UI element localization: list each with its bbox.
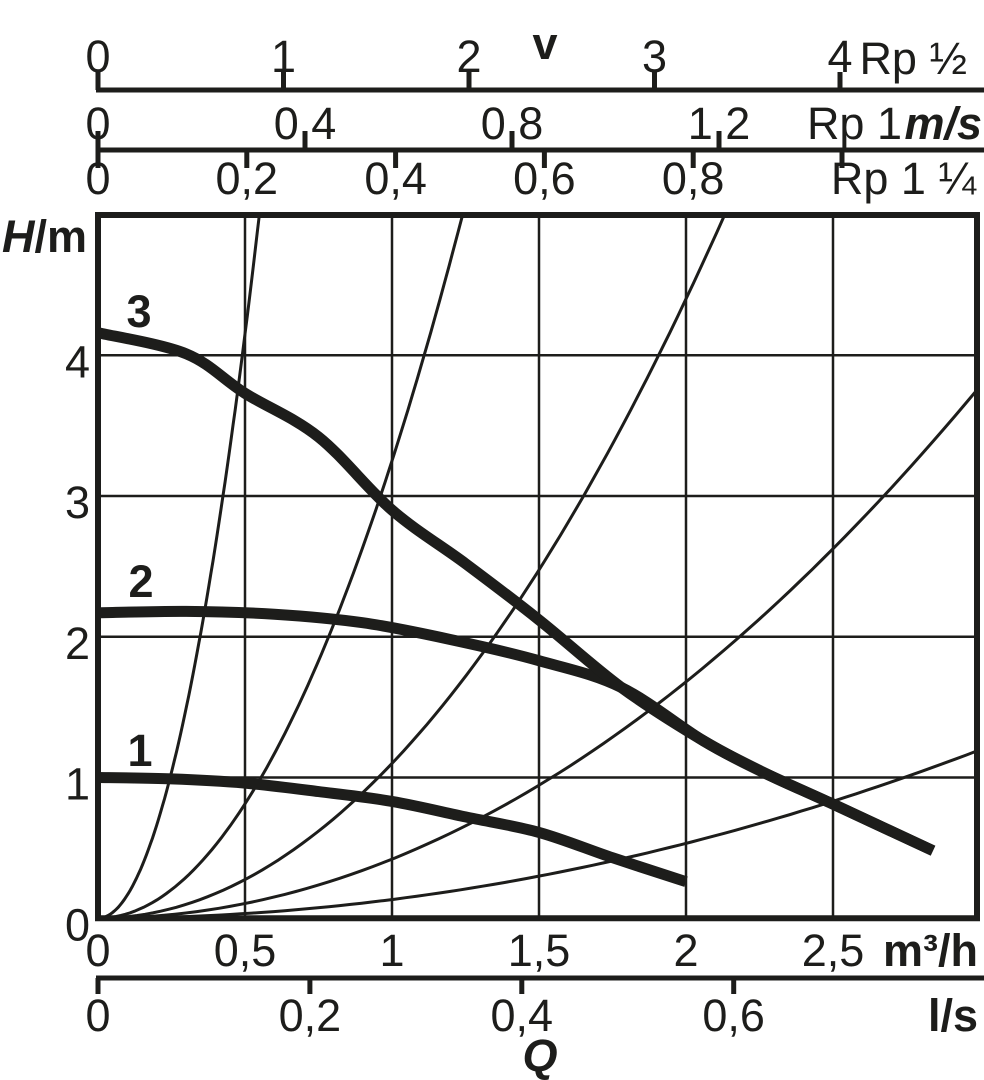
top-scale-tick-label: 0,6 [513,153,576,204]
ls-scale-ticks [95,978,737,994]
pump-curve-label-3: 3 [126,286,151,337]
pump-curve-labels: 1 2 3 [126,286,153,776]
rp-1-quarter-scale-label: Rp 1 ¼ [831,153,978,204]
x-axes: 0 0,5 1 1,5 2 2,5 m³/h 0 0,2 0,4 0,6 l/s Q [85,925,984,1080]
rp-half-scale-label: Rp ½ [859,33,967,84]
top-scale-tick-label: 0 [85,31,110,82]
ls-tick-label: 0,6 [702,990,765,1041]
top-scale-tick-label: 0,8 [662,153,725,204]
velocity-ref-curve-1 [97,214,261,920]
velocity-ref-curve-4 [97,388,979,920]
top-scale-tick-label: 4 [827,31,852,82]
m3h-tick-labels: 0 0,5 1 1,5 2 2,5 [85,925,864,976]
y-tick-labels: 0 1 2 3 4 [65,336,90,950]
m3h-tick-label: 0,5 [214,925,277,976]
top-scale-tick-label: 2 [456,31,481,82]
top-scale-tick-label: 3 [642,31,667,82]
m3h-unit-label: m³/h [883,925,978,976]
m3h-tick-label: 2,5 [802,925,865,976]
chart-frame [95,212,980,922]
velocity-unit-label: m/s [904,98,982,149]
y-axis-title-symbol: H [2,211,36,262]
y-tick-label: 2 [65,618,90,669]
top-velocity-scales: v 0 1 2 3 40 0,4 0,8 1,20 0,2 0,4 0,6 0,8 Rp ½ Rp 1… [85,18,984,204]
ls-tick-labels: 0 0,2 0,4 0,6 [85,990,764,1041]
pump-curve-label-2: 2 [128,556,153,607]
y-tick-label: 4 [65,336,90,387]
velocity-ref-curve-2 [97,214,465,920]
rp-1-scale-label: Rp 1 [807,98,902,149]
pump-curve-2 [97,605,936,856]
velocity-ref-curve-3 [97,213,727,920]
top-scale-tick-label: 1,2 [688,98,751,149]
m3h-tick-label: 1,5 [508,925,571,976]
top-scale-tick-label: 0,2 [216,153,279,204]
y-tick-label: 1 [65,759,90,810]
top-scale-tick-label: 0 [85,98,110,149]
top-scale-tick-label: 0,4 [274,98,337,149]
y-axis-title-unit: /m [35,211,88,262]
top-scale-tick-label: 0,4 [364,153,427,204]
ls-tick-label: 0,4 [491,990,554,1041]
pump-curves [96,327,936,887]
pump-curve-label-1: 1 [127,725,152,776]
ls-tick-label: 0,2 [279,990,342,1041]
top-scale-lines [96,87,984,153]
top-scale-ticks [95,72,845,168]
ls-tick-label: 0 [85,990,110,1041]
top-axis-title-v: v [532,18,557,69]
m3h-tick-label: 2 [673,925,698,976]
top-scale-tick-label: 1 [271,31,296,82]
velocity-reference-curves [97,213,979,920]
flow-axis-title-q: Q [522,1030,557,1080]
y-axis-title: H/m [2,211,87,262]
top-scale-tick-label: 0 [85,153,110,204]
m3h-tick-label: 1 [379,925,404,976]
ls-unit-label: l/s [928,990,978,1041]
y-tick-label: 3 [65,477,90,528]
m3h-tick-label: 0 [85,925,110,976]
plot-area: 1 2 3 [95,212,980,922]
y-tick-label: 0 [65,899,90,950]
y-axis: H/m 0 1 2 3 4 [2,211,90,950]
top-scale-tick-labels: 0 1 2 3 40 0,4 0,8 1,20 0,2 0,4 0,6 0,8 [85,31,852,204]
pump-curve-3 [96,327,936,856]
pump-curve-1 [97,772,688,887]
top-scale-tick-label: 0,8 [481,98,544,149]
